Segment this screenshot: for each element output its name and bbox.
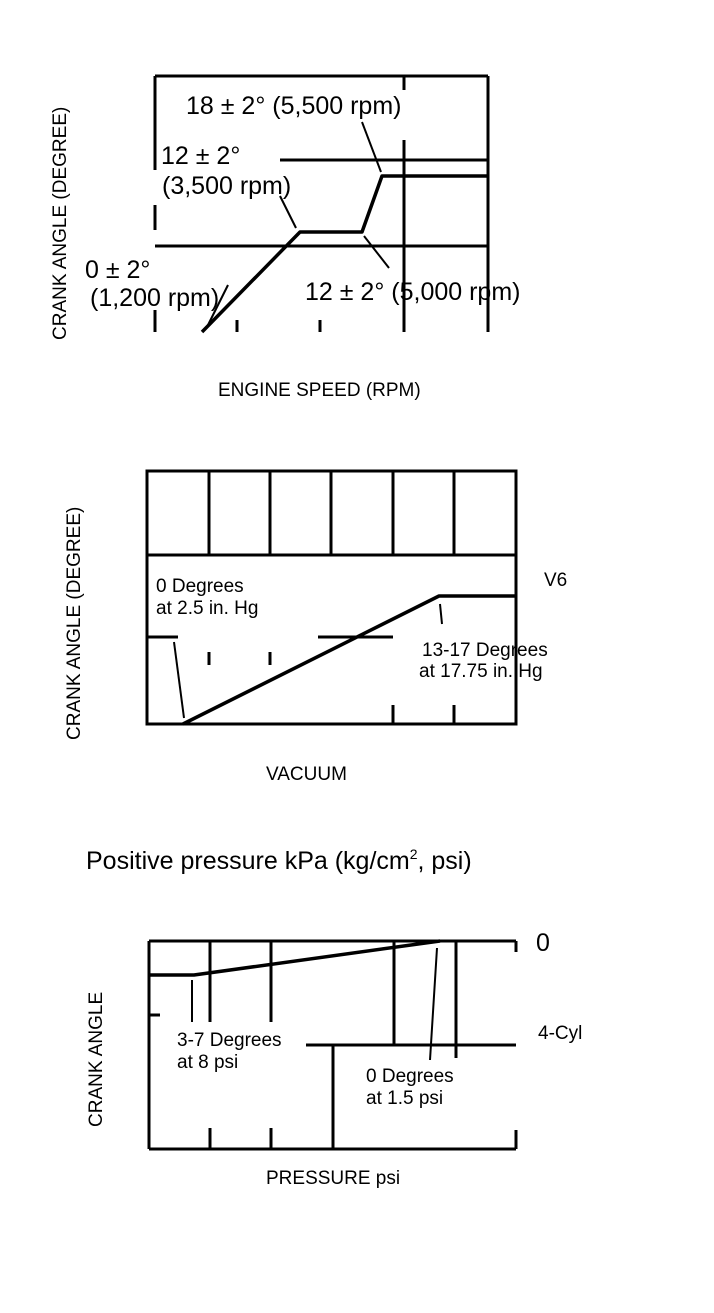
leader-line <box>363 235 390 269</box>
note-13-17deg: 13-17 Degrees <box>422 640 548 661</box>
label-18deg: 18 ± 2° (5,500 rpm) <box>186 92 401 120</box>
engine-speed-diagram: 18 ± 2° (5,500 rpm) 12 ± 2° (3,500 rpm) … <box>50 74 520 401</box>
x-axis-label: VACUUM <box>266 764 347 785</box>
label-12deg: 12 ± 2° <box>161 142 240 170</box>
note-0deg: 0 Degrees <box>156 576 244 597</box>
note-17-75inhg: at 17.75 in. Hg <box>419 661 543 682</box>
note-1-5psi: at 1.5 psi <box>366 1088 443 1109</box>
leader-line <box>207 284 229 326</box>
label-3500rpm: (3,500 rpm) <box>162 172 291 200</box>
note-2-5inhg: at 2.5 in. Hg <box>156 598 258 619</box>
leader-line <box>439 603 443 625</box>
note-0deg: 0 Degrees <box>366 1066 454 1087</box>
leader-line <box>429 947 438 1061</box>
vacuum-diagram: V6 0 Degrees at 2.5 in. Hg 13-17 Degrees… <box>64 469 567 785</box>
pressure-diagram: 0 4-Cyl 3-7 Degrees at 8 psi 0 Degrees a… <box>86 929 582 1189</box>
leader-line <box>173 641 185 719</box>
note-3-7deg: 3-7 Degrees <box>177 1030 282 1051</box>
label-1200rpm: (1,200 rpm) <box>90 284 219 312</box>
y-axis-label: CRANK ANGLE (DEGREE) <box>64 507 85 740</box>
x-axis-label: ENGINE SPEED (RPM) <box>218 380 421 401</box>
y-axis-label: CRANK ANGLE (DEGREE) <box>50 107 71 340</box>
retard-curve <box>149 939 441 977</box>
leader-line <box>279 195 297 229</box>
x-axis-label: PRESSURE psi <box>266 1168 400 1189</box>
section-title: Positive pressure kPa (kg/cm2, psi) <box>86 846 472 875</box>
label-0deg: 0 ± 2° <box>85 256 150 284</box>
advance-curve <box>200 174 488 334</box>
y-axis-label: CRANK ANGLE <box>86 992 107 1127</box>
4cyl-label: 4-Cyl <box>538 1023 582 1044</box>
zero-label: 0 <box>536 929 550 957</box>
label-12deg-5000rpm: 12 ± 2° (5,000 rpm) <box>305 278 520 306</box>
v6-label: V6 <box>544 570 567 591</box>
note-8psi: at 8 psi <box>177 1052 238 1073</box>
leader-line <box>361 121 382 173</box>
advance-curve <box>182 594 516 726</box>
